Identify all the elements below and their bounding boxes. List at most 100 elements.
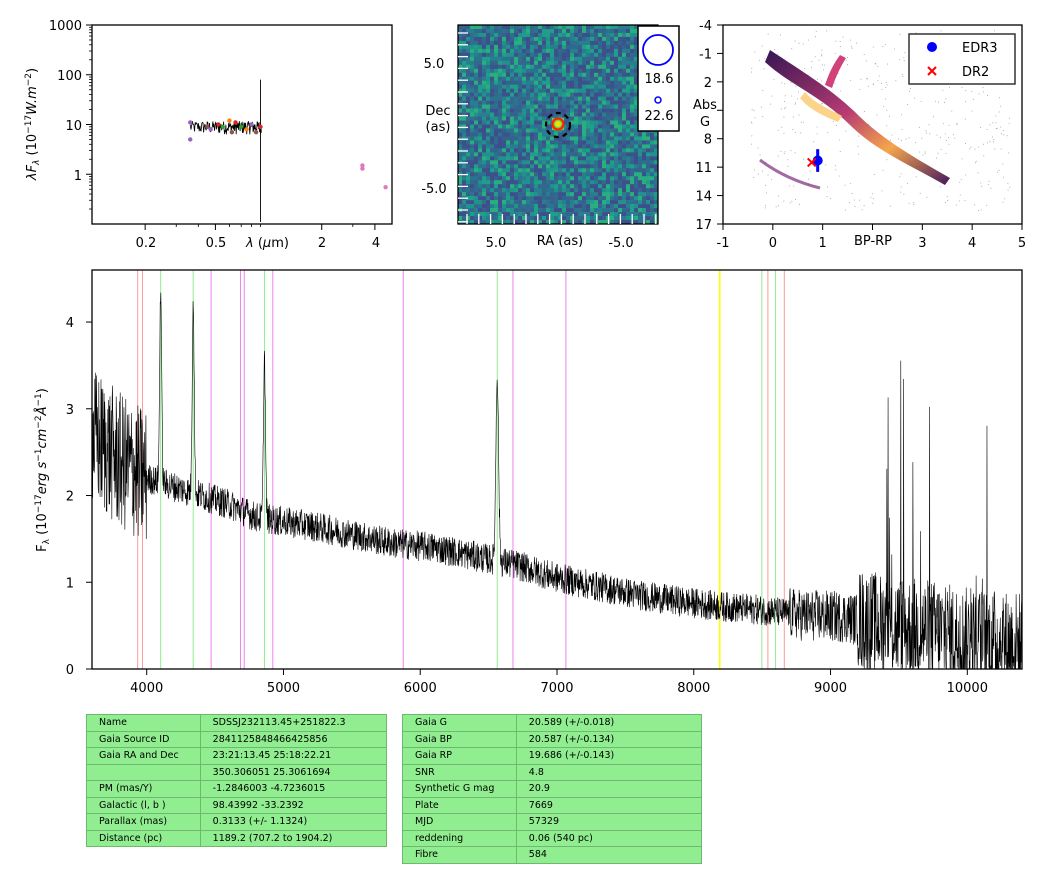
cutout-pixel: [514, 196, 519, 201]
cutout-pixel: [542, 164, 547, 169]
cutout-pixel: [602, 28, 607, 34]
sed-photometry-point: [244, 127, 249, 132]
cutout-pixel: [490, 120, 495, 125]
cutout-pixel: [590, 108, 595, 113]
cutout-pixel: [590, 112, 595, 117]
cutout-pixel: [478, 72, 483, 78]
cutout-pixel: [498, 208, 503, 213]
sed-photometry-point: [227, 118, 232, 123]
cutout-pixel: [502, 88, 507, 93]
cutout-pixel: [602, 216, 607, 221]
cutout-pixel: [534, 148, 539, 153]
cutout-pixel: [486, 108, 491, 113]
cutout-pixel: [550, 88, 555, 93]
cutout-pixel: [626, 80, 631, 85]
cutout-pixel: [558, 148, 563, 153]
cutout-pixel: [562, 128, 567, 133]
cutout-pixel: [490, 176, 495, 181]
cutout-pixel: [598, 132, 603, 137]
cutout-pixel: [494, 180, 499, 185]
cutout-pixel: [478, 212, 483, 217]
cutout-pixel: [526, 64, 531, 70]
spectrum-xtick-label: 8000: [677, 681, 710, 696]
cutout-pixel: [586, 148, 591, 153]
cutout-pixel: [526, 68, 531, 74]
cutout-pixel: [478, 136, 483, 141]
cutout-pixel: [590, 104, 595, 109]
cutout-pixel: [622, 120, 627, 125]
cutout-pixel: [526, 136, 531, 141]
cutout-pixel: [534, 128, 539, 133]
cutout-pixel: [630, 156, 635, 161]
cutout-pixel: [458, 168, 463, 173]
hr-field-star: [851, 193, 853, 194]
cutout-pixel: [530, 76, 535, 82]
cutout-pixel: [586, 40, 591, 46]
cutout-pixel: [486, 196, 491, 201]
cutout-pixel: [458, 68, 463, 74]
cutout-pixel: [630, 68, 635, 74]
cutout-pixel: [626, 100, 631, 105]
cutout-pixel: [526, 140, 531, 145]
cutout-pixel: [470, 120, 475, 125]
cutout-pixel: [498, 152, 503, 157]
cutout-pixel: [510, 100, 515, 105]
cutout-pixel: [562, 148, 567, 153]
cutout-pixel: [630, 208, 635, 213]
cutout-pixel: [594, 96, 599, 101]
target-gaia-marker: [551, 117, 565, 131]
hr-field-star: [781, 126, 783, 128]
cutout-pixel: [518, 176, 523, 181]
cutout-pixel: [634, 220, 639, 224]
cutout-pixel: [598, 104, 603, 109]
cutout-pixel: [498, 164, 503, 169]
cutout-pixel: [634, 204, 639, 209]
hr-field-star: [996, 127, 998, 129]
cutout-pixel: [574, 160, 579, 165]
cutout-pixel: [462, 176, 467, 181]
cutout-pixel: [482, 216, 487, 221]
cutout-pixel: [510, 40, 515, 46]
cutout-pixel: [514, 32, 519, 38]
cutout-pixel: [510, 212, 515, 217]
cutout-pixel: [630, 76, 635, 82]
hr-field-star: [814, 56, 816, 58]
cutout-pixel: [530, 168, 535, 173]
cutout-pixel: [638, 184, 643, 189]
cutout-pixel: [558, 84, 563, 89]
cutout-pixel: [530, 132, 535, 137]
cutout-pixel: [506, 104, 511, 109]
cutout-pixel: [570, 164, 575, 169]
hr-field-star: [936, 134, 938, 136]
hr-field-star: [845, 209, 846, 211]
cutout-pixel: [574, 112, 579, 117]
cutout-pixel: [574, 128, 579, 133]
cutout-pixel: [618, 100, 623, 105]
cutout-pixel: [634, 176, 639, 181]
cutout-pixel: [514, 200, 519, 205]
cutout-pixel: [482, 168, 487, 173]
cutout-pixel: [550, 220, 555, 224]
cutout-pixel: [562, 208, 567, 213]
cutout-pixel: [586, 28, 591, 34]
cutout-pixel: [574, 84, 579, 89]
cutout-pixel: [546, 152, 551, 157]
cutout-pixel: [578, 76, 583, 82]
cutout-pixel: [490, 136, 495, 141]
cutout-pixel: [462, 164, 467, 169]
cutout-pixel: [538, 208, 543, 213]
cutout-pixel: [602, 140, 607, 145]
cutout-pixel: [510, 168, 515, 173]
cutout-pixel: [506, 116, 511, 121]
cutout-pixel: [538, 100, 543, 105]
cutout-pixel: [470, 56, 475, 62]
cutout-pixel: [470, 25, 475, 30]
cutout-pixel: [530, 172, 535, 177]
cutout-pixel: [558, 64, 563, 70]
cutout-pixel: [486, 72, 491, 78]
cutout-pixel: [474, 96, 479, 101]
cutout-pixel: [570, 124, 575, 129]
cutout-pixel: [478, 40, 483, 46]
cutout-pixel: [606, 40, 611, 46]
